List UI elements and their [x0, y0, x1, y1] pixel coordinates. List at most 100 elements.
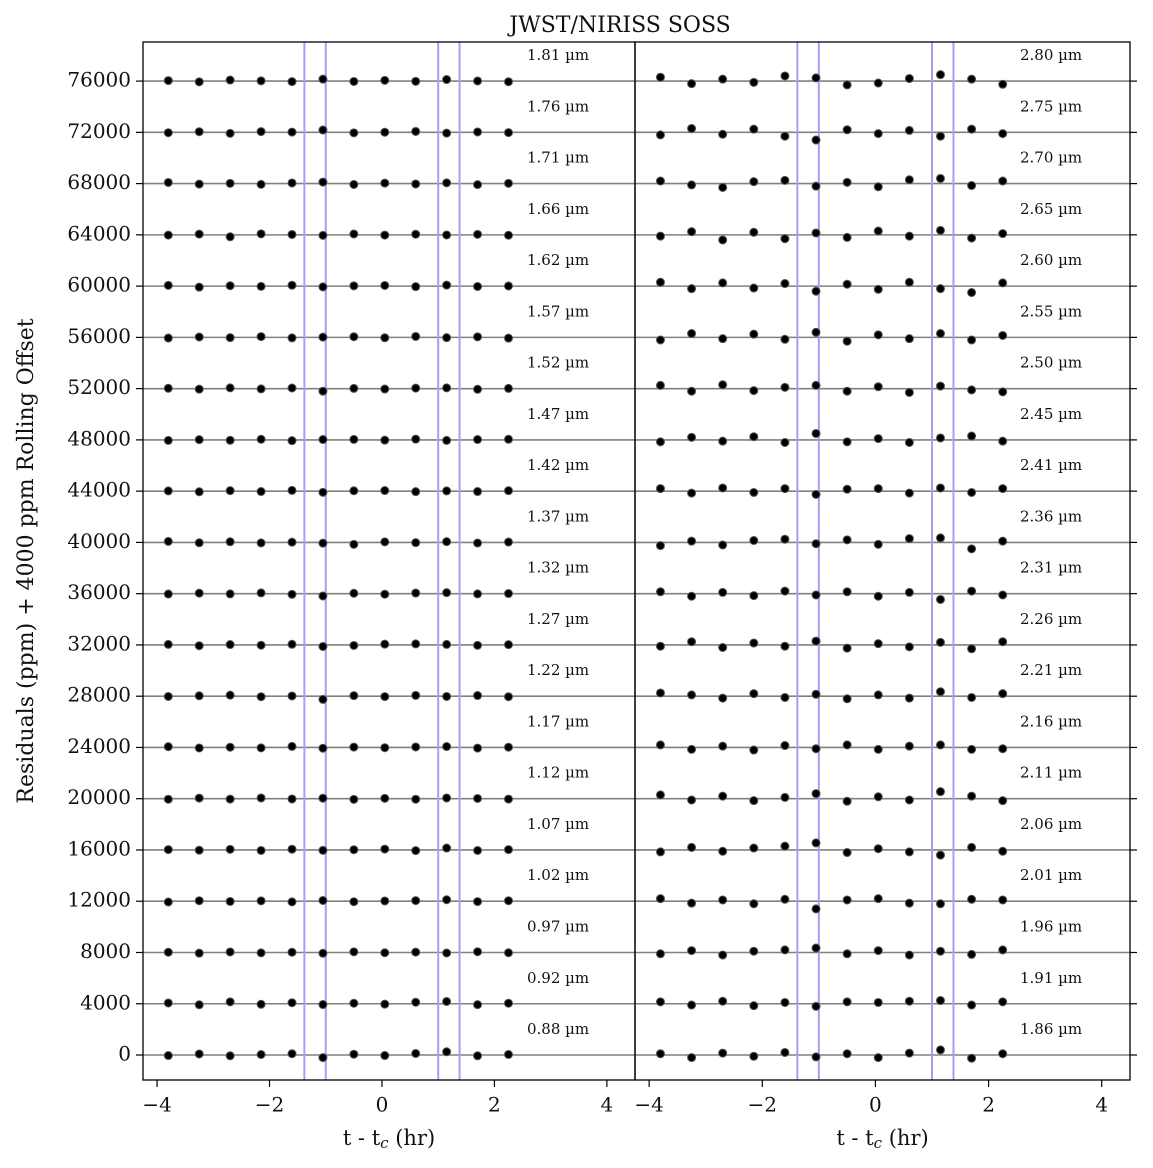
binned-residual — [318, 230, 328, 240]
binned-residual — [655, 790, 665, 800]
y-tick-label: 48000 — [67, 426, 131, 450]
binned-residual — [225, 128, 235, 138]
binned-residual — [411, 76, 421, 86]
binned-residual — [842, 437, 852, 447]
binned-residual — [473, 76, 483, 86]
binned-residual — [780, 131, 790, 141]
wavelength-label: 0.92 µm — [527, 969, 589, 987]
binned-residual — [655, 335, 665, 345]
binned-residual — [256, 538, 266, 548]
binned-residual — [163, 486, 173, 496]
y-tick-label: 20000 — [67, 785, 131, 809]
binned-residual — [749, 946, 759, 956]
binned-residual — [318, 1000, 328, 1010]
binned-residual — [873, 78, 883, 88]
binned-residual — [194, 77, 204, 87]
binned-residual — [318, 948, 328, 958]
binned-residual — [935, 1045, 945, 1055]
binned-residual — [163, 333, 173, 343]
binned-residual — [904, 795, 914, 805]
binned-residual — [998, 1049, 1008, 1059]
binned-residual — [287, 897, 297, 907]
binned-residual — [256, 229, 266, 239]
binned-residual — [749, 124, 759, 134]
binned-residual — [718, 540, 728, 550]
binned-residual — [842, 484, 852, 494]
binned-residual — [998, 330, 1008, 340]
binned-residual — [225, 75, 235, 85]
binned-residual — [842, 279, 852, 289]
binned-residual — [873, 946, 883, 956]
binned-residual — [718, 741, 728, 751]
binned-residual — [935, 483, 945, 493]
binned-residual — [842, 895, 852, 905]
binned-residual — [503, 1049, 513, 1059]
binned-residual — [473, 180, 483, 190]
binned-residual — [287, 639, 297, 649]
binned-residual — [873, 484, 883, 494]
binned-residual — [442, 435, 452, 445]
binned-residual — [811, 838, 821, 848]
binned-residual — [718, 74, 728, 84]
binned-residual — [380, 127, 390, 137]
binned-residual — [687, 79, 697, 89]
binned-residual — [904, 231, 914, 241]
binned-residual — [194, 896, 204, 906]
binned-residual — [998, 744, 1008, 754]
binned-residual — [349, 539, 359, 549]
binned-residual — [473, 793, 483, 803]
binned-residual — [998, 945, 1008, 955]
binned-residual — [225, 537, 235, 547]
binned-residual — [473, 1000, 483, 1010]
x-axis-label-part: c — [380, 1134, 389, 1152]
wavelength-label: 2.01 µm — [1020, 866, 1082, 884]
binned-residual — [349, 486, 359, 496]
wavelength-label: 2.41 µm — [1020, 456, 1082, 474]
binned-residual — [749, 386, 759, 396]
binned-residual — [687, 432, 697, 442]
binned-residual — [655, 380, 665, 390]
binned-residual — [718, 895, 728, 905]
binned-residual — [194, 384, 204, 394]
binned-residual — [904, 277, 914, 287]
binned-residual — [655, 231, 665, 241]
binned-residual — [749, 591, 759, 601]
wavelength-label: 1.12 µm — [527, 764, 589, 782]
binned-residual — [904, 488, 914, 498]
binned-residual — [873, 894, 883, 904]
binned-residual — [349, 76, 359, 86]
binned-residual — [873, 129, 883, 139]
binned-residual — [442, 996, 452, 1006]
binned-residual — [904, 693, 914, 703]
binned-residual — [163, 794, 173, 804]
binned-residual — [287, 77, 297, 87]
binned-residual — [967, 1053, 977, 1063]
binned-residual — [411, 997, 421, 1007]
binned-residual — [842, 587, 852, 597]
binned-residual — [256, 127, 266, 137]
binned-residual — [163, 639, 173, 649]
binned-residual — [380, 230, 390, 240]
binned-residual — [687, 124, 697, 133]
binned-residual — [998, 278, 1008, 288]
x-axis-label-part: t - t — [836, 1126, 874, 1150]
binned-residual — [935, 637, 945, 647]
binned-residual — [318, 641, 328, 651]
x-tick-label: −2 — [748, 1093, 777, 1117]
binned-residual — [503, 998, 513, 1008]
binned-residual — [442, 178, 452, 188]
binned-residual — [287, 229, 297, 239]
binned-residual — [287, 741, 297, 751]
binned-residual — [473, 640, 483, 650]
binned-residual — [473, 743, 483, 753]
binned-residual — [411, 179, 421, 189]
binned-residual — [442, 639, 452, 649]
binned-residual — [256, 999, 266, 1009]
wavelength-label: 2.55 µm — [1020, 302, 1082, 320]
binned-residual — [194, 435, 204, 445]
wavelength-label: 1.27 µm — [527, 610, 589, 628]
x-axis-label-part: c — [874, 1134, 883, 1152]
binned-residual — [873, 792, 883, 802]
binned-residual — [718, 483, 728, 493]
